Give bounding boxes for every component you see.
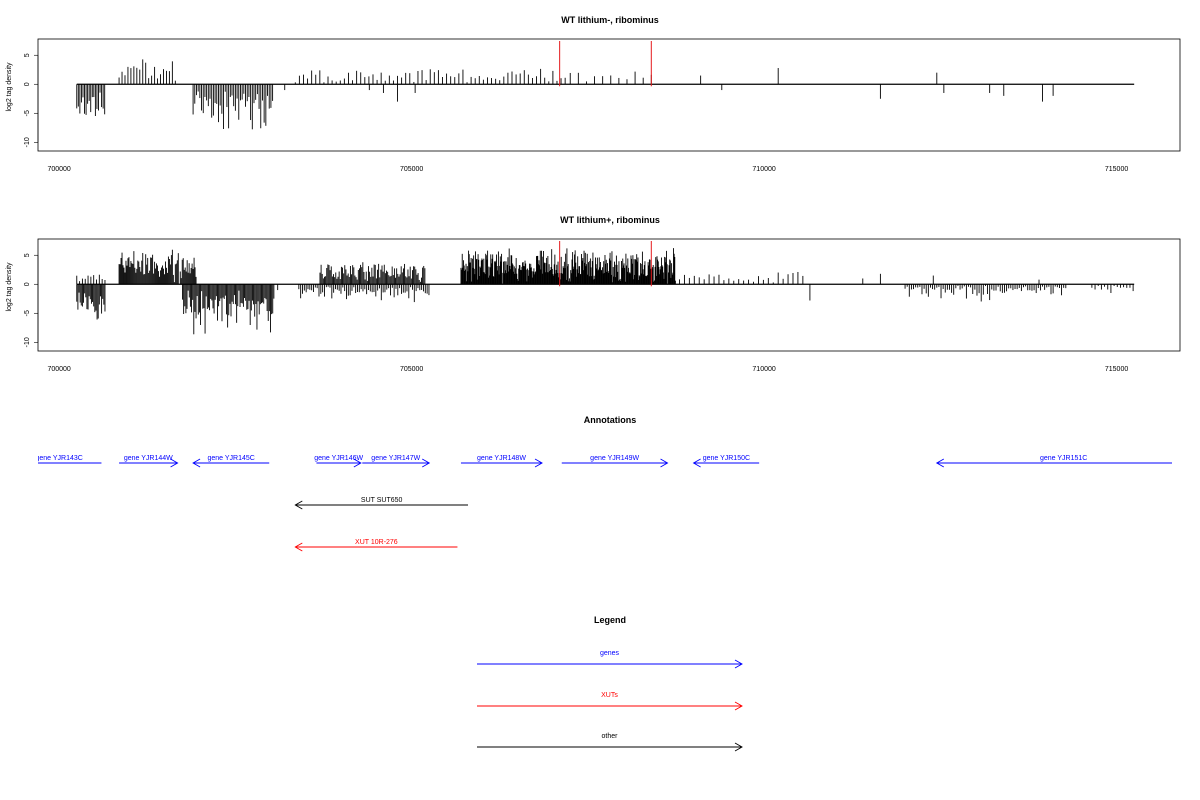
feature-arrow-head [294,542,303,552]
feature-arrow-head [660,458,669,468]
feature-label: XUT 10R-276 [355,539,398,546]
y-tick-label: 0 [24,282,31,286]
legend-label: genes [600,650,620,657]
feature-arrow-head [17,459,24,467]
feature-label: gene YJR145C [207,455,254,462]
feature-arrow-head [192,458,201,468]
density-panel-lithium-plus: WT lithium+, ribominus log2 tag density … [6,215,1181,373]
y-axis: 5 0 -5 -10 [24,53,39,147]
legend-arrow-head [734,742,743,752]
feature-gene-yjr151c: gene YJR151C [935,455,1172,468]
y-tick-label: -5 [24,110,31,116]
x-axis: 700000 705000 710000 715000 [47,366,1128,373]
feature-arrow-head [422,458,431,468]
feature-xut-10r-276: XUT 10R-276 [294,539,458,552]
y-axis: 5 0 -5 -10 [24,253,39,347]
y-tick-label: 5 [24,253,31,257]
x-axis: 700000 705000 710000 715000 [47,166,1128,173]
feature-label: gene YJR143C [35,455,82,462]
feature-sut-sut650: SUT SUT650 [294,497,469,510]
feature-arrow-head [294,500,303,510]
panel-title: WT lithium+, ribominus [560,215,660,225]
panel-title: WT lithium-, ribominus [561,15,659,25]
x-tick-label: 710000 [752,166,775,173]
bar-layer [76,241,1135,335]
legend-arrow-head [734,701,743,711]
bar-layer [76,41,1135,130]
annotations-title: Annotations [584,415,637,425]
feature-gene-yjr143c: gene YJR143C [17,455,102,467]
feature-gene-yjr144w: gene YJR144W [119,455,179,468]
feature-label: gene YJR151C [1040,455,1087,462]
feature-label: gene YJR149W [590,455,639,462]
x-tick-label: 705000 [400,366,423,373]
y-axis-label: log2 tag density [6,262,13,312]
feature-gene-yjr148w: gene YJR148W [460,455,543,468]
feature-label: gene YJR150C [703,455,750,462]
x-tick-label: 710000 [752,366,775,373]
legend-label: other [602,733,619,740]
feature-label: gene YJR147W [371,455,420,462]
legend-title: Legend [594,615,626,625]
feature-gene-yjr145c: gene YJR145C [192,455,270,468]
x-tick-label: 705000 [400,166,423,173]
feature-gene-yjr150c: gene YJR150C [692,455,760,468]
y-tick-label: -10 [24,137,31,147]
feature-label: gene YJR148W [477,455,526,462]
legend-label: XUTs [601,692,618,699]
x-tick-label: 715000 [1105,366,1128,373]
feature-arrow-head [935,458,945,468]
y-tick-label: 0 [24,82,31,86]
feature-arrow-head [353,458,362,468]
feature-arrow-head [534,458,543,468]
y-tick-label: -10 [24,337,31,347]
feature-clip-group: gene YJR143C gene YJR144W gene YJR145C gene… [17,455,1172,552]
legend-entry-other: other [477,733,743,752]
feature-arrow-head [170,458,179,468]
feature-gene-yjr147w: gene YJR147W [362,455,431,468]
feature-gene-yjr149w: gene YJR149W [561,455,669,468]
feature-label: SUT SUT650 [361,497,403,504]
feature-layer: gene YJR143C gene YJR144W gene YJR145C gene… [17,455,1172,552]
feature-arrow-head [692,458,701,468]
annotation-track: Annotations gene YJR143C gene YJR144W gene… [17,415,1172,552]
feature-label: gene YJR144W [124,455,173,462]
legend-entries: genes XUTs other [477,650,743,752]
x-tick-label: 700000 [47,166,70,173]
y-tick-label: -5 [24,310,31,316]
feature-label: gene YJR146W [314,455,363,462]
legend: Legend genes XUTs other [477,615,743,752]
y-tick-label: 5 [24,53,31,57]
plot-frame [37,38,1181,152]
legend-arrow-head [734,659,743,669]
feature-gene-yjr146w: gene YJR146W [314,455,363,468]
x-tick-label: 700000 [47,366,70,373]
y-axis-label: log2 tag density [6,62,13,112]
x-tick-label: 715000 [1105,166,1128,173]
legend-entry-genes: genes [477,650,743,669]
legend-entry-xuts: XUTs [477,692,743,711]
density-panel-lithium-minus: WT lithium-, ribominus log2 tag density … [6,15,1181,173]
